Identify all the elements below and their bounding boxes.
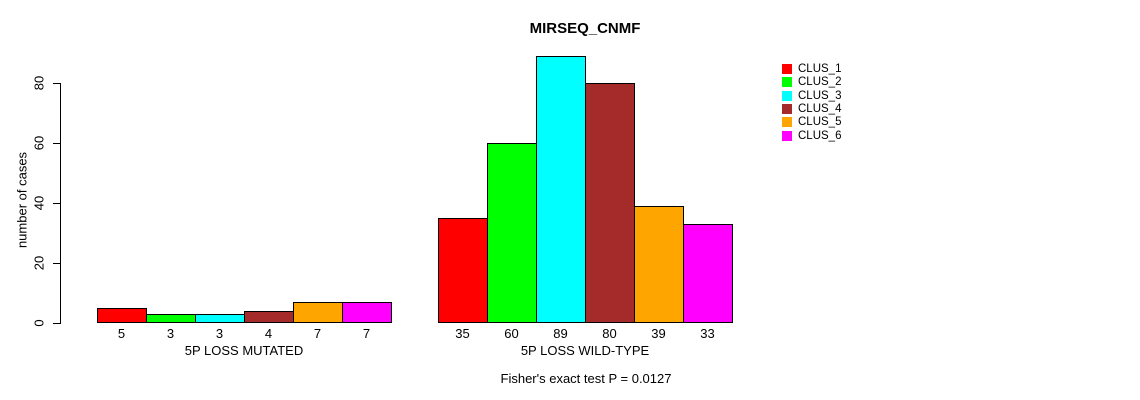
group-label-2: 5P LOSS WILD-TYPE (520, 343, 650, 358)
bar-clus_1-group2 (438, 218, 488, 323)
y-axis-line (60, 83, 61, 324)
legend-swatch-clus_5 (782, 117, 792, 128)
bar-value-label: 3 (166, 326, 175, 341)
y-tick-label: 20 (31, 255, 47, 271)
bar-clus_1-group1 (97, 308, 147, 323)
y-tick-label: 0 (31, 319, 47, 327)
bar-clus_5-group1 (293, 302, 343, 323)
legend-swatch-clus_3 (782, 90, 792, 101)
bar-clus_2-group1 (146, 314, 196, 323)
legend-swatch-clus_1 (782, 64, 792, 74)
bar-value-label: 33 (700, 326, 715, 341)
bar-value-label: 35 (455, 326, 470, 341)
y-tick-mark (53, 263, 60, 264)
chart-title: MIRSEQ_CNMF (529, 20, 641, 37)
bar-clus_6-group2 (683, 224, 733, 323)
footer-annotation: Fisher's exact test P = 0.0127 (500, 371, 672, 386)
legend-label-clus_4: CLUS_4 (798, 102, 842, 115)
y-axis-title: number of cases (14, 151, 30, 249)
legend-label-clus_1: CLUS_1 (798, 63, 842, 75)
bar-value-label: 60 (504, 326, 519, 341)
bar-value-label: 5 (117, 326, 126, 341)
bar-clus_5-group2 (634, 206, 684, 323)
y-tick-label: 40 (31, 195, 47, 211)
bar-value-label: 7 (313, 326, 322, 341)
bar-value-label: 89 (553, 326, 568, 341)
y-tick-mark (53, 323, 60, 324)
legend-swatch-clus_2 (782, 77, 792, 88)
bar-value-label: 3 (215, 326, 224, 341)
bar-clus_4-group2 (585, 83, 635, 323)
bar-clus_6-group1 (342, 302, 392, 323)
legend-label-clus_6: CLUS_6 (798, 129, 842, 142)
y-tick-mark (53, 203, 60, 204)
bar-value-label: 80 (602, 326, 617, 341)
bar-value-label: 39 (651, 326, 666, 341)
bar-value-label: 4 (264, 326, 273, 341)
legend-label-clus_3: CLUS_3 (798, 89, 842, 102)
bar-clus_3-group1 (195, 314, 245, 323)
bar-clus_4-group1 (244, 311, 294, 323)
y-tick-label: 80 (31, 75, 47, 91)
legend-swatch-clus_6 (782, 130, 792, 141)
bar-clus_2-group2 (487, 143, 537, 323)
y-tick-mark (53, 83, 60, 84)
legend-label-clus_5: CLUS_5 (798, 116, 842, 129)
bar-value-label: 7 (362, 326, 371, 341)
y-tick-label: 60 (31, 135, 47, 151)
y-tick-mark (53, 143, 60, 144)
bar-clus_3-group2 (536, 56, 586, 323)
legend-label-clus_2: CLUS_2 (798, 76, 842, 89)
legend-swatch-clus_4 (782, 103, 792, 114)
group-label-1: 5P LOSS MUTATED (184, 343, 304, 358)
